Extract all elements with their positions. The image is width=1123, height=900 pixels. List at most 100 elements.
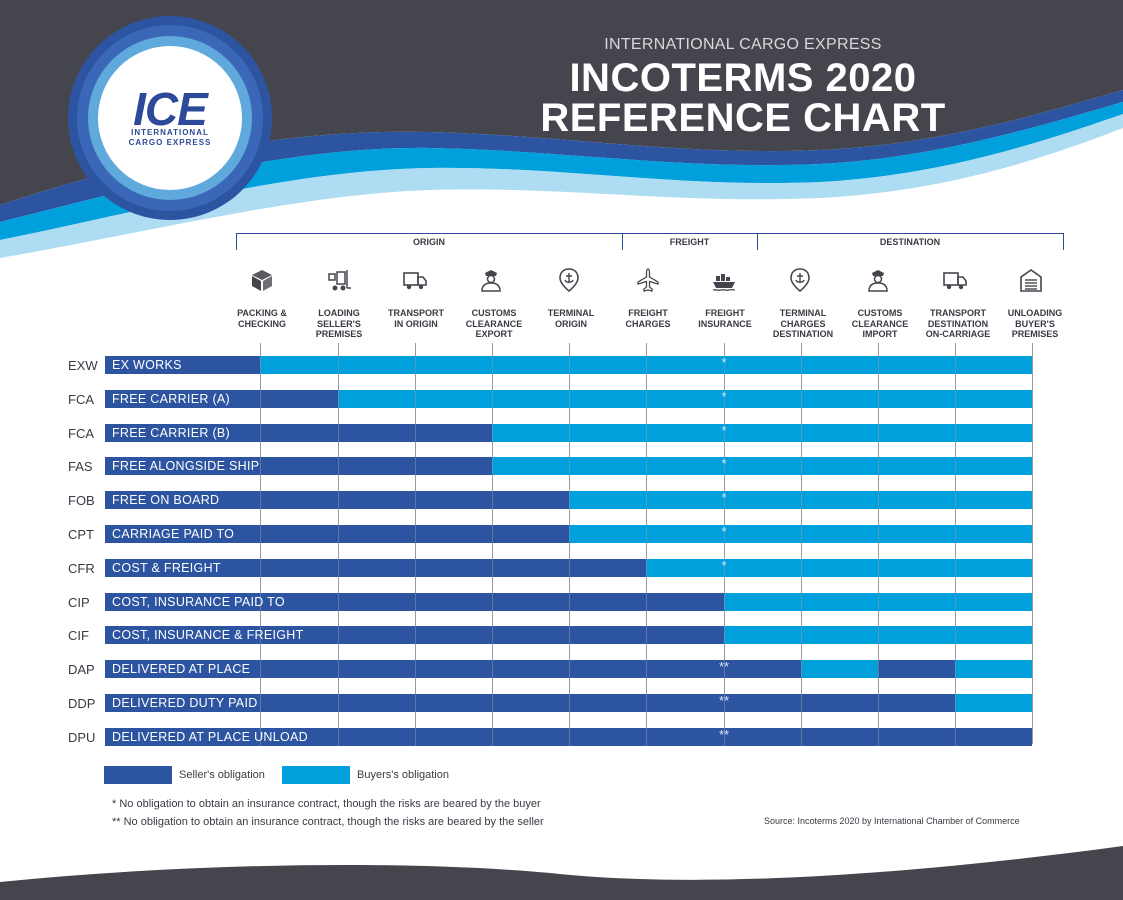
cell-divider: [724, 559, 725, 577]
seller-obligation-cell: [260, 728, 338, 746]
cell-divider: [492, 457, 493, 475]
seller-obligation-cell: [338, 660, 415, 678]
cell-divider: [415, 491, 416, 509]
buyer-obligation-cell: [724, 626, 801, 644]
cell-divider: [955, 593, 956, 611]
cell-divider: [492, 491, 493, 509]
buyer-obligation-cell: [801, 626, 878, 644]
cell-divider: [415, 593, 416, 611]
buyer-obligation-cell: [569, 424, 646, 442]
cell-divider: [724, 728, 725, 746]
seller-obligation-cell: [105, 525, 260, 543]
cell-divider: [492, 525, 493, 543]
logo-wordmark: ICE: [133, 83, 208, 135]
seller-obligation-cell: [338, 694, 415, 712]
insurance-footnote-mark: *: [721, 490, 727, 505]
buyer-obligation-cell: [569, 356, 646, 374]
seller-obligation-cell: [338, 491, 415, 509]
customs-officer-icon: [868, 270, 888, 292]
row-code: EXW: [68, 358, 98, 373]
seller-obligation-cell: [492, 728, 569, 746]
buyer-obligation-cell: [724, 457, 801, 475]
seller-obligation-cell: [260, 593, 338, 611]
cell-divider: [878, 390, 879, 408]
column-label-transport-origin: TRANSPORT IN ORIGIN: [388, 308, 444, 329]
cell-divider: [415, 626, 416, 644]
seller-obligation-cell: [492, 559, 569, 577]
cell-divider: [260, 728, 261, 746]
buyer-obligation-cell: [801, 457, 878, 475]
seller-obligation-cell: [646, 593, 724, 611]
seller-obligation-cell: [105, 424, 260, 442]
row-code: DAP: [68, 662, 95, 677]
seller-obligation-cell: [724, 728, 801, 746]
cell-divider: [878, 694, 879, 712]
cell-divider: [955, 457, 956, 475]
logo-subtitle-line2: CARGO EXPRESS: [128, 138, 212, 147]
cell-divider: [260, 694, 261, 712]
buyer-obligation-cell: [724, 559, 801, 577]
cell-divider: [878, 626, 879, 644]
column-label-terminal-origin: TERMINAL ORIGIN: [547, 308, 595, 329]
buyer-obligation-cell: [569, 525, 646, 543]
cell-divider: [955, 356, 956, 374]
seller-obligation-cell: [878, 728, 955, 746]
seller-obligation-cell: [415, 491, 492, 509]
cell-divider: [955, 626, 956, 644]
buyer-obligation-cell: [878, 390, 955, 408]
seller-obligation-cell: [569, 593, 646, 611]
cell-divider: [569, 424, 570, 442]
row-code: DPU: [68, 730, 96, 745]
cell-divider: [724, 491, 725, 509]
buyer-obligation-cell: [569, 390, 646, 408]
buyer-obligation-cell: [955, 660, 1032, 678]
seller-obligation-cell: [105, 457, 260, 475]
seller-obligation-cell: [724, 660, 801, 678]
buyer-obligation-cell: [801, 593, 878, 611]
cell-divider: [260, 390, 261, 408]
cell-divider: [569, 728, 570, 746]
buyer-obligation-cell: [569, 491, 646, 509]
cell-divider: [801, 491, 802, 509]
cell-divider: [415, 694, 416, 712]
row-term-name: DELIVERED DUTY PAID: [112, 696, 258, 710]
buyer-obligation-cell: [338, 390, 415, 408]
cell-divider: [724, 424, 725, 442]
cell-divider: [492, 356, 493, 374]
buyer-obligation-cell: [260, 356, 338, 374]
cell-divider: [878, 356, 879, 374]
column-label-freight-charges: FREIGHT CHARGES: [625, 308, 671, 329]
buyer-obligation-cell: [646, 491, 724, 509]
column-label-customs-import: CUSTOMS CLEARANCE IMPORT: [851, 308, 909, 339]
insurance-footnote-mark: **: [718, 727, 730, 742]
cell-divider: [955, 491, 956, 509]
row-code: CFR: [68, 561, 95, 576]
buyer-obligation-cell: [878, 626, 955, 644]
cell-divider: [492, 694, 493, 712]
buyer-obligation-cell: [724, 424, 801, 442]
cell-divider: [878, 491, 879, 509]
row-code: CIF: [68, 628, 89, 643]
cell-divider: [415, 356, 416, 374]
row-term-name: COST, INSURANCE PAID TO: [112, 595, 285, 609]
row-code: FAS: [68, 459, 93, 474]
buyer-obligation-cell: [415, 390, 492, 408]
cell-divider: [801, 660, 802, 678]
cell-divider: [955, 660, 956, 678]
seller-obligation-cell: [260, 424, 338, 442]
seller-obligation-cell: [492, 491, 569, 509]
cell-divider: [646, 457, 647, 475]
cell-divider: [338, 424, 339, 442]
group-bracket-tick: [1063, 233, 1064, 250]
row-code: FCA: [68, 426, 94, 441]
cell-divider: [724, 593, 725, 611]
seller-obligation-cell: [415, 626, 492, 644]
row-term-name: FREE CARRIER (B): [112, 426, 231, 440]
cell-divider: [801, 390, 802, 408]
cell-divider: [878, 457, 879, 475]
buyer-obligation-cell: [569, 457, 646, 475]
buyer-obligation-cell: [878, 491, 955, 509]
seller-obligation-cell: [105, 593, 260, 611]
cell-divider: [646, 626, 647, 644]
seller-obligation-cell: [415, 525, 492, 543]
